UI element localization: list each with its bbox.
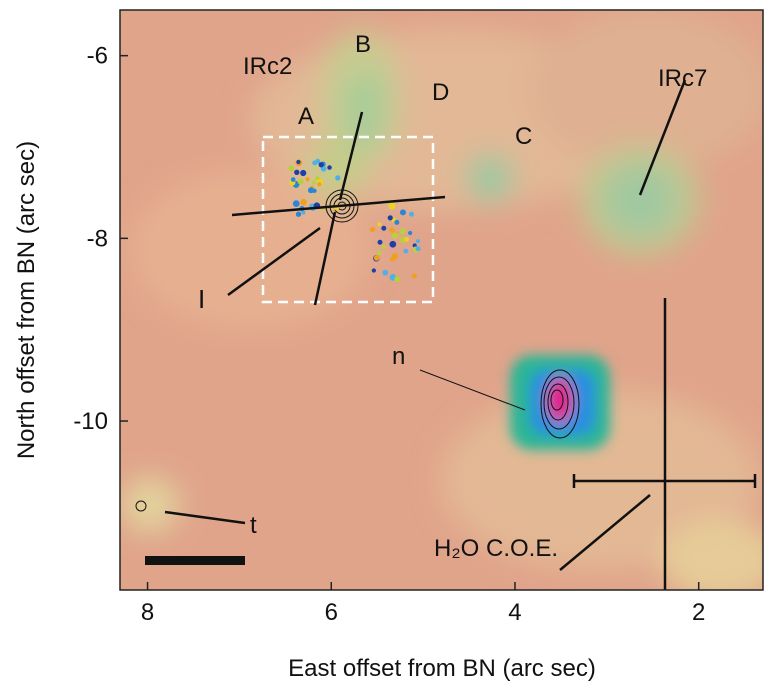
x-tick-label: 8 [141, 599, 154, 626]
plot-frame [119, 9, 764, 591]
x-axis-title: East offset from BN (arc sec) [288, 655, 596, 682]
pointer-line [419, 369, 526, 411]
maser-spot [389, 227, 395, 233]
x-tick-label: 6 [325, 599, 338, 626]
maser-spot [317, 182, 322, 187]
maser-spot [295, 211, 302, 217]
maser-spot [288, 165, 295, 172]
maser-spot [408, 211, 415, 217]
maser-spot [305, 177, 310, 182]
maser-spot [300, 169, 307, 177]
maser-spot [292, 200, 300, 207]
maser-spot [377, 222, 382, 227]
maser-spot [377, 239, 383, 245]
maser-spot [369, 226, 376, 233]
annotation: n [392, 343, 405, 370]
x-tick-label: 4 [508, 599, 521, 626]
maser-spot [381, 225, 387, 231]
maser-spot [399, 228, 406, 235]
annotation: A [298, 103, 314, 130]
maser-spot [312, 160, 318, 166]
maser-spot [327, 165, 332, 170]
y-tick-label: -6 [87, 43, 108, 70]
maser-spot [297, 178, 304, 185]
maser-spot [408, 230, 413, 236]
image-map [120, 10, 763, 590]
maser-spot [315, 175, 320, 181]
maser-spot [301, 210, 306, 215]
contours [135, 189, 580, 512]
maser-spot [387, 215, 393, 221]
maser-spots [288, 158, 421, 283]
x-tick-label: 2 [692, 599, 705, 626]
maser-spot [415, 246, 421, 252]
maser-spot [389, 240, 397, 248]
annotation: C [515, 123, 532, 150]
annotation: H₂O C.O.E. [434, 535, 558, 562]
maser-spot [320, 165, 327, 172]
annotation: I [198, 284, 205, 314]
annotation: B [355, 31, 371, 58]
maser-spot [391, 232, 399, 239]
annotation: t [250, 512, 257, 539]
maser-spot [373, 255, 380, 261]
zoom-box [261, 135, 435, 304]
y-axis-title: North offset from BN (arc sec) [13, 141, 40, 459]
annotation: IRc2 [243, 53, 292, 80]
annotation: IRc7 [658, 65, 707, 92]
maser-spot [300, 198, 307, 206]
maser-spot [391, 253, 399, 260]
maser-spot [376, 250, 382, 255]
maser-spot [411, 273, 417, 279]
maser-spot [311, 180, 316, 185]
scale-bar [145, 556, 245, 565]
annotation: D [432, 79, 449, 106]
maser-spot [290, 177, 296, 182]
y-tick-label: -10 [73, 408, 108, 435]
maser-spot [415, 239, 421, 244]
pointer-lines [164, 79, 757, 590]
maser-spot [404, 237, 409, 242]
maser-spot [294, 169, 300, 175]
maser-spot [371, 268, 376, 273]
maser-spot [307, 187, 314, 194]
maser-spot [318, 162, 324, 168]
maser-spot [296, 159, 301, 165]
y-tick-label: -8 [87, 225, 108, 252]
maser-spot [388, 202, 396, 210]
maser-spot [381, 244, 387, 250]
maser-spot [382, 269, 389, 276]
maser-spot [399, 209, 406, 216]
maser-spot [394, 276, 401, 283]
maser-spot [394, 219, 400, 225]
maser-spot [403, 248, 409, 254]
maser-spot [335, 175, 341, 181]
